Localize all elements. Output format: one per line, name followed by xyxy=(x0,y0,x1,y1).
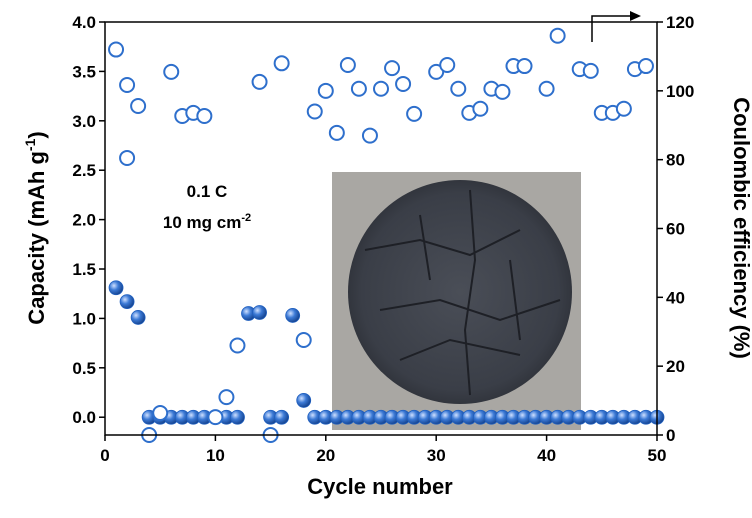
capacity-point xyxy=(286,308,300,322)
efficiency-point xyxy=(153,406,167,420)
efficiency-point xyxy=(440,58,454,72)
inset-photo xyxy=(332,172,581,430)
efficiency-point xyxy=(639,59,653,73)
annotation: 10 mg cm-2 xyxy=(163,212,251,232)
annotation: 10 mg cm xyxy=(163,213,241,232)
x-tick-label: 50 xyxy=(648,446,667,465)
y-tick-label: 2.5 xyxy=(72,161,96,180)
efficiency-point xyxy=(330,126,344,140)
y-tick-label: 4.0 xyxy=(72,13,96,32)
efficiency-point xyxy=(396,77,410,91)
efficiency-point xyxy=(584,64,598,78)
y2-tick-label: 0 xyxy=(666,426,675,445)
y-axis-label-superscript: -1 xyxy=(22,138,38,151)
capacity-point xyxy=(230,410,244,424)
efficiency-point xyxy=(407,107,421,121)
efficiency-point xyxy=(385,61,399,75)
efficiency-point xyxy=(208,410,222,424)
efficiency-point xyxy=(197,109,211,123)
y-axis-label: ) xyxy=(24,131,49,138)
y2-tick-label: 60 xyxy=(666,220,685,239)
y-tick-label: 0.0 xyxy=(72,408,96,427)
efficiency-point xyxy=(230,339,244,353)
efficiency-point xyxy=(617,102,631,116)
y-axis-label: Capacity (mAh g-1) xyxy=(22,131,49,324)
capacity-point xyxy=(120,295,134,309)
capacity-point xyxy=(109,281,123,295)
efficiency-point xyxy=(518,59,532,73)
efficiency-point xyxy=(109,43,123,57)
efficiency-point xyxy=(253,75,267,89)
capacity-point xyxy=(131,310,145,324)
y-tick-label: 1.5 xyxy=(72,260,96,279)
y2-tick-label: 80 xyxy=(666,151,685,170)
y-tick-label: 0.5 xyxy=(72,359,96,378)
efficiency-point xyxy=(374,82,388,96)
y-tick-label: 1.0 xyxy=(72,309,96,328)
y2-tick-label: 120 xyxy=(666,13,694,32)
y2-axis-label: Coulombic efficiency (%) xyxy=(729,97,752,359)
efficiency-point xyxy=(319,84,333,98)
x-tick-label: 0 xyxy=(100,446,109,465)
capacity-point xyxy=(297,393,311,407)
efficiency-point xyxy=(120,151,134,165)
efficiency-point xyxy=(551,29,565,43)
efficiency-point xyxy=(495,85,509,99)
efficiency-point xyxy=(120,78,134,92)
x-tick-label: 40 xyxy=(537,446,556,465)
efficiency-point xyxy=(363,129,377,143)
x-tick-label: 10 xyxy=(206,446,225,465)
efficiency-point xyxy=(352,82,366,96)
efficiency-point xyxy=(308,104,322,118)
annotation: 0.1 C xyxy=(187,182,228,201)
y2-tick-label: 20 xyxy=(666,357,685,376)
efficiency-point xyxy=(131,99,145,113)
efficiency-point xyxy=(164,65,178,79)
efficiency-point xyxy=(451,82,465,96)
efficiency-point xyxy=(473,102,487,116)
efficiency-point xyxy=(540,82,554,96)
y2-tick-label: 100 xyxy=(666,82,694,101)
y-axis-label: Capacity (mAh g xyxy=(24,151,49,325)
capacity-point xyxy=(253,305,267,319)
x-tick-label: 30 xyxy=(427,446,446,465)
y2-tick-label: 40 xyxy=(666,288,685,307)
y-tick-label: 2.0 xyxy=(72,211,96,230)
efficiency-point xyxy=(219,390,233,404)
x-axis-label: Cycle number xyxy=(307,474,453,499)
y-tick-label: 3.0 xyxy=(72,112,96,131)
efficiency-point xyxy=(275,56,289,70)
chart: 0.1 C 10 mg cm-2 Cycle number Capacity (… xyxy=(0,0,752,513)
axis-arrow-head xyxy=(630,11,641,21)
axis-arrow xyxy=(592,16,632,42)
x-tick-label: 20 xyxy=(316,446,335,465)
efficiency-point xyxy=(341,58,355,72)
annotation-superscript: -2 xyxy=(241,212,251,224)
capacity-point xyxy=(275,410,289,424)
efficiency-point xyxy=(297,333,311,347)
y-tick-label: 3.5 xyxy=(72,62,96,81)
